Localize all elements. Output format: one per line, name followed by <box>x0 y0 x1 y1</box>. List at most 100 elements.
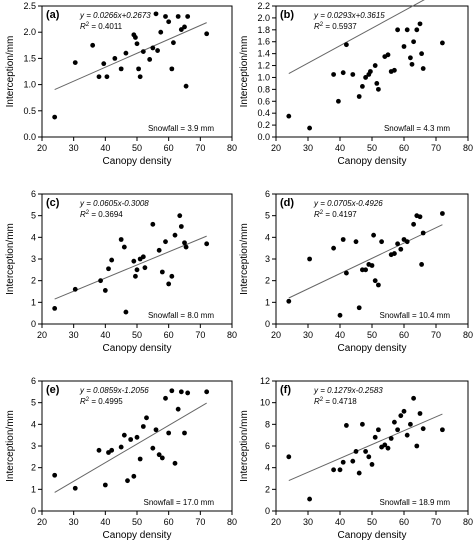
data-point <box>385 52 391 58</box>
r-value: = 0.3694 <box>89 210 123 219</box>
data-point <box>153 11 159 17</box>
x-tick-label: 20 <box>37 517 47 527</box>
y-tick-label: 1.0 <box>257 72 270 82</box>
data-point <box>414 27 420 33</box>
x-tick-label: 80 <box>227 517 237 527</box>
data-point <box>185 14 191 19</box>
data-point <box>137 456 143 462</box>
y-tick-label: 2 <box>31 276 36 286</box>
trend-line <box>288 0 425 75</box>
data-point <box>369 462 375 467</box>
y-tick-label: 1.2 <box>257 61 270 71</box>
data-point <box>286 113 292 119</box>
r-squared: R2 = 0.4197 <box>314 210 357 219</box>
data-point <box>440 40 445 46</box>
data-point <box>395 427 400 433</box>
data-point <box>175 14 181 19</box>
data-point <box>163 239 168 245</box>
x-tick-label: 50 <box>367 143 377 153</box>
data-point <box>156 247 162 253</box>
r-symbol: R <box>314 210 320 219</box>
x-tick-label: 30 <box>303 330 313 340</box>
data-point <box>96 74 102 80</box>
data-point <box>372 63 378 68</box>
data-point <box>136 66 141 72</box>
r-superscript: 2 <box>86 210 90 216</box>
data-point <box>337 312 343 318</box>
data-point <box>172 460 178 466</box>
data-point <box>344 270 349 276</box>
regression-equation: y = 0.0266x+0.2673 <box>79 11 151 20</box>
data-point <box>102 482 108 488</box>
data-point <box>166 430 172 436</box>
panel-2: 20 30 40 50 60 70 80 0 1 2 3 4 5 6 Canopy density Inter… <box>5 189 237 354</box>
y-tick-label: 2.2 <box>257 1 270 11</box>
data-point <box>340 70 346 76</box>
r-superscript: 2 <box>320 210 324 216</box>
data-point <box>360 83 365 89</box>
data-point <box>166 281 172 287</box>
y-tick-label: 8 <box>265 419 270 429</box>
data-point <box>382 442 388 448</box>
data-point <box>169 388 175 394</box>
data-point <box>353 449 359 454</box>
data-point <box>140 424 146 429</box>
x-tick-label: 70 <box>195 330 205 340</box>
data-point <box>98 278 103 284</box>
data-point <box>182 430 187 436</box>
x-tick-label: 80 <box>227 143 237 153</box>
x-axis-label: Canopy density <box>338 530 407 541</box>
y-tick-label: 0.8 <box>257 84 270 94</box>
data-point <box>90 42 96 48</box>
regression-equation: y = 0.0605x-0.3008 <box>79 199 149 208</box>
y-tick-label: 0.6 <box>257 96 270 106</box>
data-point <box>204 389 210 395</box>
y-tick-label: 1 <box>31 297 36 307</box>
data-point <box>385 445 391 451</box>
x-axis-label: Canopy density <box>103 156 172 167</box>
r-symbol: R <box>80 22 86 31</box>
x-tick-label: 20 <box>271 517 281 527</box>
y-tick-label: 3 <box>31 441 36 451</box>
data-point <box>388 436 394 441</box>
snowfall-label: Snowfall = 18.9 mm <box>380 498 451 507</box>
y-tick-label: 3 <box>31 254 36 264</box>
y-axis-label: Interception/mm <box>5 410 16 482</box>
y-tick-label: 1.5 <box>23 53 36 63</box>
data-point <box>368 69 373 74</box>
data-point <box>106 266 111 272</box>
y-tick-label: 2.0 <box>23 27 36 37</box>
data-point <box>408 421 413 427</box>
data-point <box>398 246 404 252</box>
regression-equation: y = 0.1279x-0.2583 <box>313 386 383 395</box>
plot-frame <box>275 193 469 325</box>
x-tick-label: 60 <box>399 330 409 340</box>
y-tick-label: 2.5 <box>23 1 36 11</box>
r-superscript: 2 <box>86 22 90 28</box>
data-point <box>72 60 78 65</box>
x-tick-label: 80 <box>227 330 237 340</box>
data-point <box>404 27 410 33</box>
data-point <box>356 94 362 99</box>
trend-line <box>54 235 207 300</box>
y-tick-label: 4 <box>265 463 270 473</box>
y-tick-label: 5 <box>31 211 36 221</box>
data-point <box>204 31 210 37</box>
data-point <box>183 83 189 89</box>
data-point <box>109 257 115 263</box>
x-tick-label: 50 <box>132 143 142 153</box>
data-point <box>101 61 107 67</box>
y-tick-label: 2 <box>265 276 270 286</box>
data-point <box>401 44 407 49</box>
data-point <box>140 254 146 260</box>
data-point <box>411 395 416 401</box>
data-point <box>175 406 181 412</box>
y-axis-label: Interception/mm <box>239 410 250 482</box>
data-point <box>374 81 380 86</box>
x-tick-label: 30 <box>69 517 79 527</box>
data-point <box>125 478 130 484</box>
plot-frame <box>41 5 233 138</box>
data-point <box>156 452 162 458</box>
x-tick-label: 70 <box>431 517 441 527</box>
